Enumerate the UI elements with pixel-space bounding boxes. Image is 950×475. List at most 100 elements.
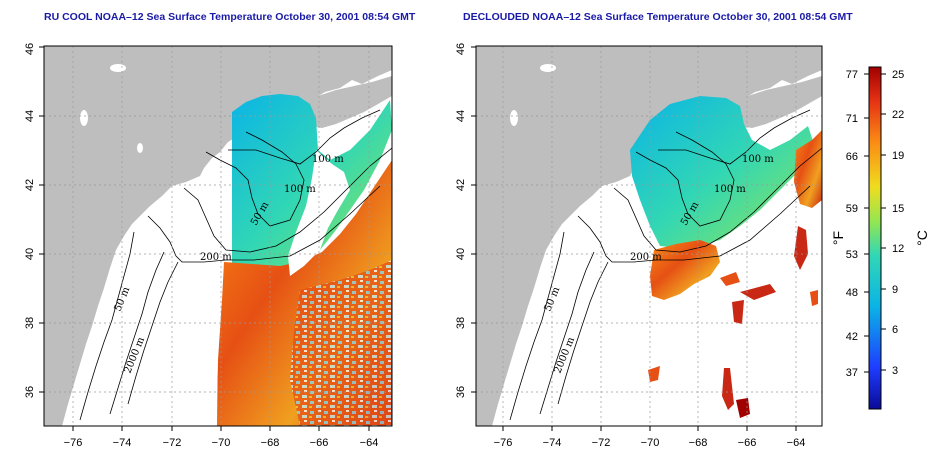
right-lat-labels: 36 38 40 42 44 46 — [455, 43, 467, 398]
lon-tick-label: −72 — [592, 437, 611, 449]
right-contour-shelf — [577, 185, 811, 263]
left-land-mass — [44, 46, 392, 426]
right-sst-scatter — [648, 226, 818, 418]
right-sst-cool-water — [630, 96, 816, 248]
colorbar-gradient — [868, 66, 882, 410]
left-contour-shelf — [147, 185, 381, 263]
lat-tick-label: 46 — [455, 43, 467, 55]
left-lake — [110, 64, 126, 72]
left-bathymetry-contours — [79, 109, 392, 421]
right-panel-title: DECLOUDED NOAA–12 Sea Surface Temperatur… — [463, 11, 853, 23]
fahrenheit-tick-label: 37 — [846, 367, 858, 379]
right-land-nova-scotia — [730, 76, 822, 128]
left-contour-50m-coast — [79, 231, 135, 421]
left-lake — [137, 143, 143, 153]
right-contour-deep — [557, 261, 609, 405]
left-graticule — [44, 46, 392, 426]
celsius-tick-label: 3 — [892, 365, 898, 377]
right-sst-blob — [720, 272, 740, 286]
left-panel-title: RU COOL NOAA–12 Sea Surface Temperature … — [44, 11, 416, 23]
right-contour-label: 100 m — [742, 154, 774, 165]
left-contour-200m — [183, 147, 392, 253]
colorbar-fahrenheit-labels: 77 71 66 59 53 48 42 37 — [846, 69, 858, 379]
left-contour-2000m — [109, 251, 165, 415]
colorbar: 77 71 66 59 53 48 42 37 25 22 19 15 12 9… — [830, 66, 930, 410]
fahrenheit-unit-label: °F — [830, 231, 846, 245]
left-tick-marks — [39, 46, 370, 431]
right-lake — [540, 64, 556, 72]
left-lat-labels: 36 38 40 42 44 46 — [24, 43, 36, 398]
colorbar-celsius-labels: 25 22 19 15 12 9 6 3 — [892, 69, 904, 377]
right-map-panel: 100 m 100 m 50 m 200 m 50 m 2000 m −76 −… — [455, 43, 823, 449]
lat-tick-label: 42 — [24, 179, 36, 191]
right-sst-blob — [722, 368, 734, 410]
lat-tick-label: 40 — [24, 248, 36, 260]
celsius-tick-label: 12 — [892, 243, 904, 255]
fahrenheit-tick-label: 77 — [846, 69, 858, 81]
lat-tick-label: 46 — [24, 43, 36, 55]
lon-tick-label: −70 — [212, 437, 231, 449]
lat-tick-label: 42 — [455, 179, 467, 191]
right-sst-blob — [740, 284, 776, 300]
lat-tick-label: 38 — [24, 317, 36, 329]
left-contour-100m — [228, 109, 381, 165]
left-map-panel: 100 m 100 m 50 m 200 m 50 m 2000 m −76 −… — [24, 43, 393, 449]
celsius-tick-label: 19 — [892, 150, 904, 162]
left-map-border — [43, 45, 393, 427]
left-contour-50m — [205, 131, 305, 227]
fahrenheit-tick-label: 53 — [846, 249, 858, 261]
lat-tick-label: 36 — [455, 386, 467, 398]
right-sst-blob — [810, 290, 818, 306]
fahrenheit-tick-label: 59 — [846, 203, 858, 215]
lon-tick-label: −74 — [113, 437, 132, 449]
left-contour-label: 200 m — [200, 252, 232, 263]
right-contour-label: 200 m — [630, 252, 662, 263]
lon-tick-label: −68 — [261, 437, 280, 449]
lon-tick-label: −66 — [738, 437, 757, 449]
lat-tick-label: 38 — [455, 317, 467, 329]
right-lon-labels: −76 −74 −72 −70 −68 −66 −64 — [494, 437, 806, 449]
right-contour-50m-coast — [509, 231, 565, 421]
celsius-tick-label: 6 — [892, 324, 898, 336]
right-bathymetry-contours — [509, 109, 822, 421]
right-graticule — [476, 46, 822, 426]
lon-tick-label: −66 — [310, 437, 329, 449]
right-contour-100m — [658, 109, 811, 165]
lon-tick-label: −76 — [494, 437, 513, 449]
left-lake — [80, 110, 88, 126]
celsius-tick-label: 22 — [892, 109, 904, 121]
lon-tick-label: −74 — [543, 437, 562, 449]
celsius-tick-label: 9 — [892, 284, 898, 296]
right-lake — [510, 110, 518, 126]
right-contour-label: 100 m — [714, 184, 746, 195]
left-contour-deep — [127, 261, 179, 405]
right-sst-blob — [648, 366, 660, 382]
colorbar-ticks — [864, 73, 886, 373]
right-sst-blob — [794, 226, 808, 270]
left-contour-label: 100 m — [312, 154, 344, 165]
right-sst-blob — [736, 398, 750, 418]
fahrenheit-tick-label: 66 — [846, 151, 858, 163]
celsius-unit-label: °C — [914, 230, 930, 246]
left-swath-edge — [215, 257, 219, 426]
right-contour-2000m — [539, 251, 595, 415]
left-lon-labels: −76 −74 −72 −70 −68 −66 −64 — [64, 437, 379, 449]
lat-tick-label: 36 — [24, 386, 36, 398]
left-land-nova-scotia — [300, 76, 392, 128]
right-sst-warm-patch — [794, 130, 822, 208]
right-contour-50m — [635, 131, 735, 227]
lon-tick-label: −68 — [689, 437, 708, 449]
right-contour-200m — [613, 147, 822, 253]
lon-tick-label: −64 — [787, 437, 806, 449]
lon-tick-label: −72 — [163, 437, 182, 449]
lon-tick-label: −64 — [360, 437, 379, 449]
left-contour-label: 100 m — [284, 184, 316, 195]
lat-tick-label: 44 — [24, 110, 36, 122]
left-sst-cloud-speckle — [290, 260, 392, 426]
right-sst-warm-patch — [650, 240, 720, 300]
fahrenheit-tick-label: 71 — [846, 113, 858, 125]
lat-tick-label: 40 — [455, 248, 467, 260]
lat-tick-label: 44 — [455, 110, 467, 122]
celsius-tick-label: 25 — [892, 69, 904, 81]
